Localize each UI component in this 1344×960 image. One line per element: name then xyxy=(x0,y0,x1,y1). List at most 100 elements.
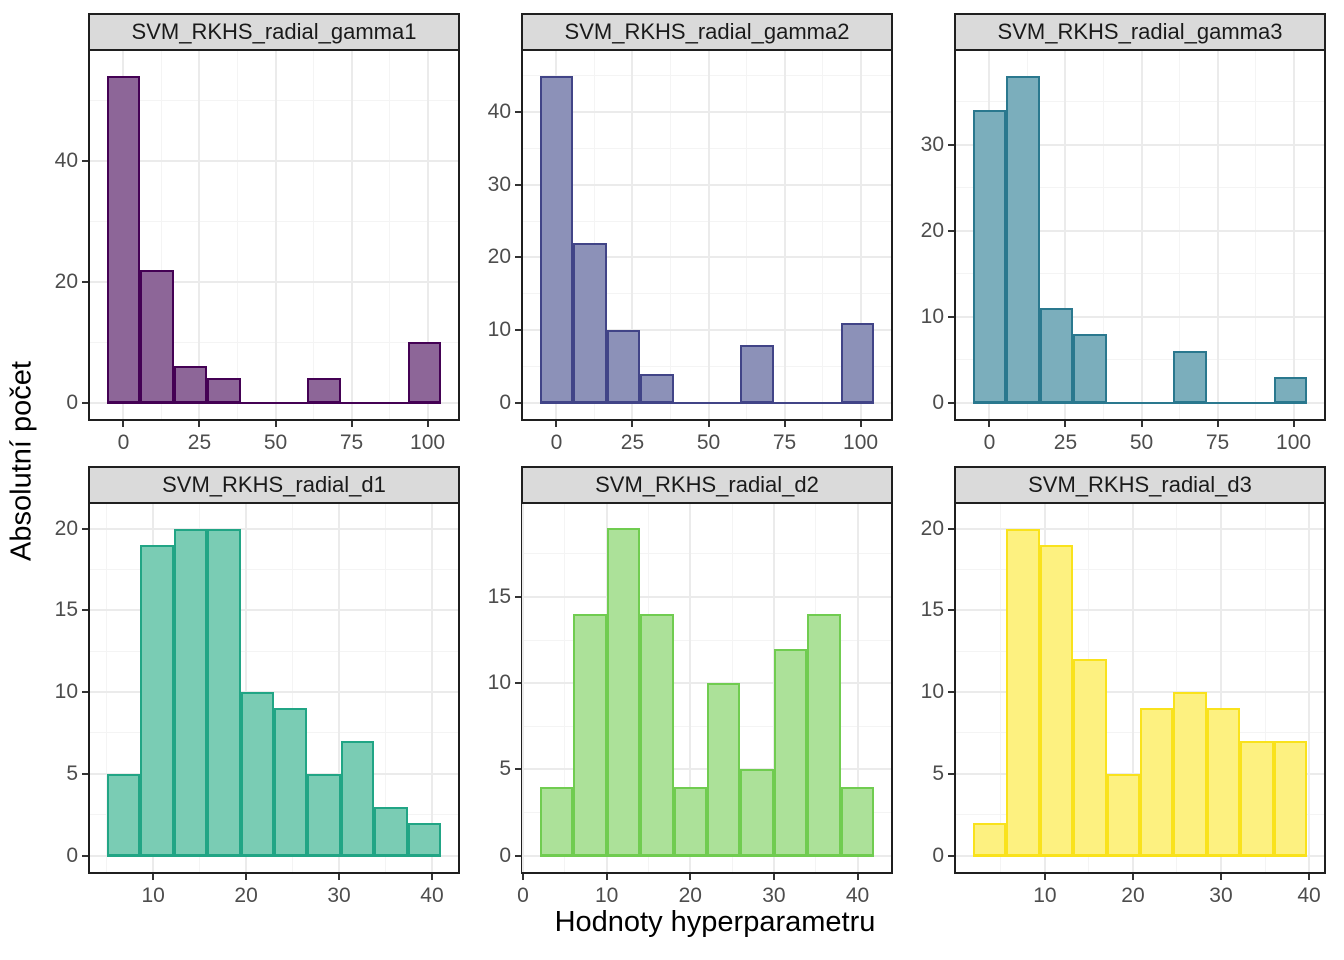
gridline-minor-h xyxy=(956,568,1324,570)
histogram-bar xyxy=(573,242,607,403)
y-tick-label: 20 xyxy=(54,516,78,540)
facet-svm-rkhs-radial-gamma2: SVM_RKHS_radial_gamma2 0 25 50 75 100 0 10 20 30… xyxy=(473,13,893,468)
y-tick-label: 0 xyxy=(66,843,78,867)
y-tick-label: 15 xyxy=(487,585,511,609)
gridline-major-h xyxy=(956,691,1324,694)
gridline-minor-h xyxy=(523,639,891,641)
histogram-bar xyxy=(807,614,841,856)
histogram-bar xyxy=(140,269,174,403)
gridline-major-v xyxy=(198,51,201,419)
gridline-minor-v xyxy=(564,504,566,872)
y-tick-mark xyxy=(515,111,521,114)
gridline-major-v xyxy=(859,51,862,419)
y-tick-mark xyxy=(515,682,521,685)
gridline-major-v xyxy=(1216,51,1219,419)
y-tick-label: 30 xyxy=(920,132,944,156)
facet-title: SVM_RKHS_radial_d3 xyxy=(1028,472,1252,497)
gridline-major-v xyxy=(1219,504,1222,872)
gridline-major-h xyxy=(523,328,891,331)
gridline-minor-v xyxy=(670,51,671,419)
histogram-bar xyxy=(539,75,574,403)
x-tick-label: 0 xyxy=(117,431,130,454)
gridline-major-h xyxy=(90,159,458,162)
gridline-minor-v xyxy=(822,51,824,419)
gridline-major-v xyxy=(245,504,248,872)
gridline-minor-v xyxy=(1000,504,1002,872)
zero-baseline xyxy=(106,401,442,404)
y-tick-label: 0 xyxy=(932,390,944,414)
x-tick-label: 40 xyxy=(420,884,444,907)
histogram-bar xyxy=(539,786,574,856)
facet-title: SVM_RKHS_radial_d1 xyxy=(162,472,386,497)
y-tick-mark xyxy=(515,401,521,404)
y-tick-mark xyxy=(82,772,88,775)
x-tick-mark xyxy=(1140,421,1143,427)
y-tick-mark xyxy=(948,527,954,530)
gridline-major-v xyxy=(1308,504,1311,872)
histogram-bar xyxy=(1073,333,1107,403)
x-tick-mark xyxy=(430,874,433,880)
x-tick-label: 75 xyxy=(772,431,797,454)
x-tick-label: 30 xyxy=(1209,884,1233,907)
gridline-major-h xyxy=(523,596,891,599)
gridline-minor-h xyxy=(523,220,891,222)
facet-title: SVM_RKHS_radial_d2 xyxy=(595,472,819,497)
histogram-bar xyxy=(1206,708,1241,856)
y-tick-mark xyxy=(948,401,954,404)
x-tick-label: 25 xyxy=(620,431,645,454)
y-tick-label: 0 xyxy=(499,843,511,867)
x-tick-mark xyxy=(856,874,859,880)
gridline-minor-v xyxy=(1176,504,1178,872)
zero-baseline xyxy=(972,854,1308,857)
histogram-bar xyxy=(106,773,141,856)
y-tick-label: 30 xyxy=(487,172,511,196)
y-tick-mark xyxy=(82,159,88,162)
gridline-minor-v xyxy=(1255,51,1257,419)
y-tick-mark xyxy=(515,328,521,331)
gridline-major-v xyxy=(430,504,433,872)
gridline-major-h xyxy=(90,691,458,694)
x-tick-label: 30 xyxy=(762,884,786,907)
gridline-major-h xyxy=(523,183,891,186)
x-tick-label: 0 xyxy=(983,431,996,454)
y-tick-mark xyxy=(948,609,954,612)
gridline-major-v xyxy=(707,51,710,419)
x-tick-label: 100 xyxy=(1276,431,1312,454)
x-tick-mark xyxy=(1308,874,1311,880)
x-tick-mark xyxy=(1216,421,1219,427)
facet-svm-rkhs-radial-d3: SVM_RKHS_radial_d3 10 20 30 40 0 5 10 15 20 xyxy=(906,466,1326,921)
histogram-bar xyxy=(407,342,442,403)
x-tick-label: 40 xyxy=(845,884,870,907)
x-tick-label: 100 xyxy=(410,431,446,454)
plot-area xyxy=(521,502,893,874)
histogram-bar xyxy=(1140,708,1174,856)
x-tick-label: 25 xyxy=(1053,431,1078,454)
gridline-major-v xyxy=(338,504,341,872)
y-tick-label: 10 xyxy=(487,671,511,695)
gridline-minor-v xyxy=(593,51,595,419)
x-tick-mark xyxy=(1219,874,1222,880)
x-tick-mark xyxy=(605,874,608,880)
histogram-bar xyxy=(740,769,774,856)
x-tick-label: 50 xyxy=(1129,431,1154,454)
x-axis-title: Hodnoty hyperparametru xyxy=(554,906,876,938)
histogram-bar xyxy=(840,322,875,403)
histogram-bar xyxy=(307,378,341,403)
histogram-bar xyxy=(840,786,875,856)
histogram-bar xyxy=(1173,351,1207,403)
zero-baseline xyxy=(539,401,875,404)
x-tick-mark xyxy=(1131,874,1134,880)
gridline-minor-h xyxy=(90,650,458,652)
x-tick-label: 25 xyxy=(187,431,212,454)
gridline-major-v xyxy=(1140,51,1143,419)
x-tick-mark xyxy=(245,874,248,880)
y-tick-mark xyxy=(515,854,521,857)
y-tick-label: 0 xyxy=(499,390,511,414)
gridline-minor-v xyxy=(160,51,162,419)
gridline-minor-h xyxy=(956,359,1324,361)
gridline-minor-v xyxy=(106,504,108,872)
y-tick-mark xyxy=(515,256,521,259)
x-tick-mark xyxy=(1064,421,1067,427)
histogram-bar xyxy=(606,329,641,403)
